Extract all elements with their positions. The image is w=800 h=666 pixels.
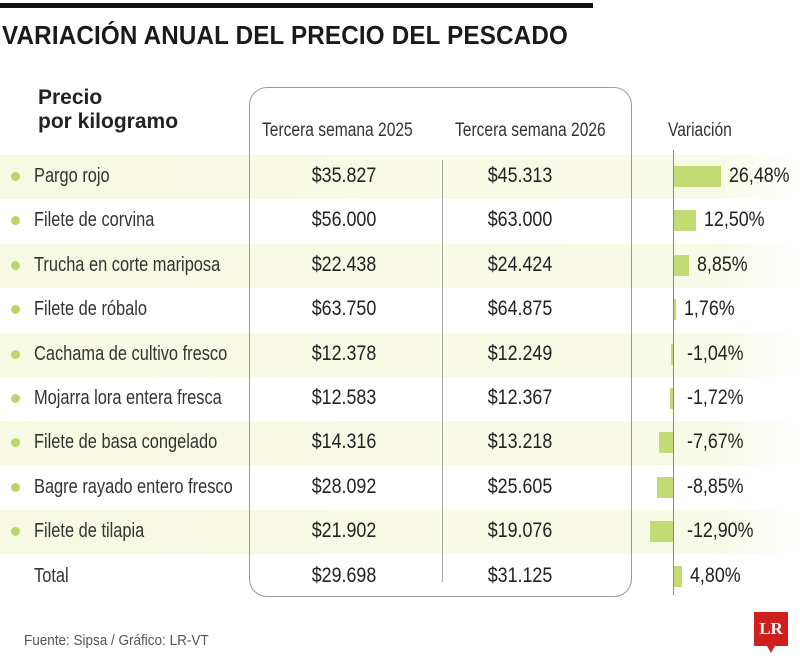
price-2025: $12.583: [311, 386, 377, 409]
chart-title: VARIACIÓN ANUAL DEL PRECIO DEL PESCADO: [2, 20, 568, 50]
variation-label: 8,85%: [696, 252, 748, 276]
variation-zero-axis: [673, 150, 674, 595]
price-columns-frame: [249, 87, 632, 597]
top-rule: [0, 3, 593, 8]
header-line-1: Precio: [38, 86, 103, 109]
price-2025: $29.698: [311, 563, 377, 587]
price-2026: $19.076: [487, 519, 553, 543]
variation-bar: [673, 254, 689, 276]
table-row: Trucha en corte mariposa $22.438 $24.424 8,…: [0, 243, 800, 288]
variation-bar: [649, 521, 673, 543]
column-divider: [442, 160, 443, 582]
variation-label: -8,85%: [687, 474, 744, 498]
variation-bar: [657, 476, 673, 498]
lr-logo: LR: [754, 612, 788, 653]
price-2025: $21.902: [311, 519, 377, 543]
price-2025: $12.378: [311, 341, 377, 365]
price-2025: $56.000: [311, 208, 377, 232]
table-row: Filete de róbalo $63.750 $64.875 1,76%: [0, 288, 800, 332]
variation-label: -12,90%: [687, 519, 754, 543]
price-2026: $63.000: [487, 208, 553, 232]
variation-label: 26,48%: [728, 164, 790, 187]
product-name: Trucha en corte mariposa: [34, 253, 221, 276]
variation-bar: [673, 299, 677, 321]
variation-label: -7,67%: [687, 430, 744, 454]
bullet-icon: [11, 438, 20, 448]
column-header-2025: Tercera semana 2025: [262, 120, 413, 141]
table-row: Filete de basa congelado $14.316 $13.218 -7…: [0, 421, 800, 466]
variation-label: 12,50%: [703, 208, 765, 232]
price-2025: $63.750: [311, 297, 377, 321]
price-2025: $14.316: [311, 430, 377, 454]
variation-bar: [673, 210, 696, 232]
bullet-icon: [11, 172, 20, 181]
product-name: Filete de róbalo: [34, 298, 148, 321]
product-name: Total: [34, 564, 69, 587]
price-2026: $25.605: [487, 474, 553, 498]
header-line-2: por kilogramo: [38, 110, 179, 133]
product-name: Filete de tilapia: [34, 520, 145, 543]
price-2026: $64.875: [487, 297, 553, 321]
product-name: Filete de basa congelado: [34, 431, 218, 454]
product-name: Cachama de cultivo fresco: [34, 342, 228, 365]
price-2026: $31.125: [487, 563, 553, 587]
table-row: Mojarra lora entera fresca $12.583 $12.367…: [0, 377, 800, 421]
source-note: Fuente: Sipsa / Gráfico: LR-VT: [24, 632, 209, 649]
price-2026: $45.313: [487, 164, 553, 187]
price-2026: $24.424: [487, 252, 553, 276]
table-row: Cachama de cultivo fresco $12.378 $12.249 -…: [0, 332, 800, 377]
product-name: Filete de corvina: [34, 209, 155, 232]
variation-label: 4,80%: [689, 563, 741, 587]
product-name: Bagre rayado entero fresco: [34, 475, 233, 498]
bullet-icon: [11, 527, 20, 537]
price-2026: $12.249: [487, 341, 553, 365]
table-row: Bagre rayado entero fresco $28.092 $25.605…: [0, 466, 800, 510]
variation-bar: [669, 388, 673, 409]
variation-label: -1,72%: [687, 386, 744, 409]
variation-bar: [671, 343, 673, 365]
variation-bar: [659, 432, 673, 454]
table-row: Total $29.698 $31.125 4,80%: [0, 555, 800, 599]
bullet-icon: [11, 394, 20, 403]
bullet-icon: [11, 216, 20, 226]
price-2026: $12.367: [487, 386, 553, 409]
price-2025: $28.092: [311, 474, 377, 498]
variation-label: 1,76%: [684, 297, 735, 321]
product-name: Pargo rojo: [34, 165, 110, 187]
price-2025: $35.827: [311, 164, 377, 187]
variation-bar: [673, 565, 682, 587]
column-header-product: Precio por kilogramo: [38, 86, 178, 134]
table-row: Filete de tilapia $21.902 $19.076 -12,90%: [0, 510, 800, 555]
price-2025: $22.438: [311, 252, 377, 276]
bullet-icon: [11, 349, 20, 359]
product-name: Mojarra lora entera fresca: [34, 387, 222, 409]
variation-bar: [673, 166, 721, 187]
table-row: Pargo rojo $35.827 $45.313 26,48%: [0, 155, 800, 199]
price-2026: $13.218: [487, 430, 553, 454]
bullet-icon: [11, 305, 20, 315]
bullet-icon: [11, 482, 20, 492]
column-header-2026: Tercera semana 2026: [455, 120, 606, 141]
variation-label: -1,04%: [687, 341, 744, 365]
table-row: Filete de corvina $56.000 $63.000 12,50%: [0, 199, 800, 243]
column-header-variation: Variación: [668, 120, 732, 141]
bullet-icon: [11, 260, 20, 270]
